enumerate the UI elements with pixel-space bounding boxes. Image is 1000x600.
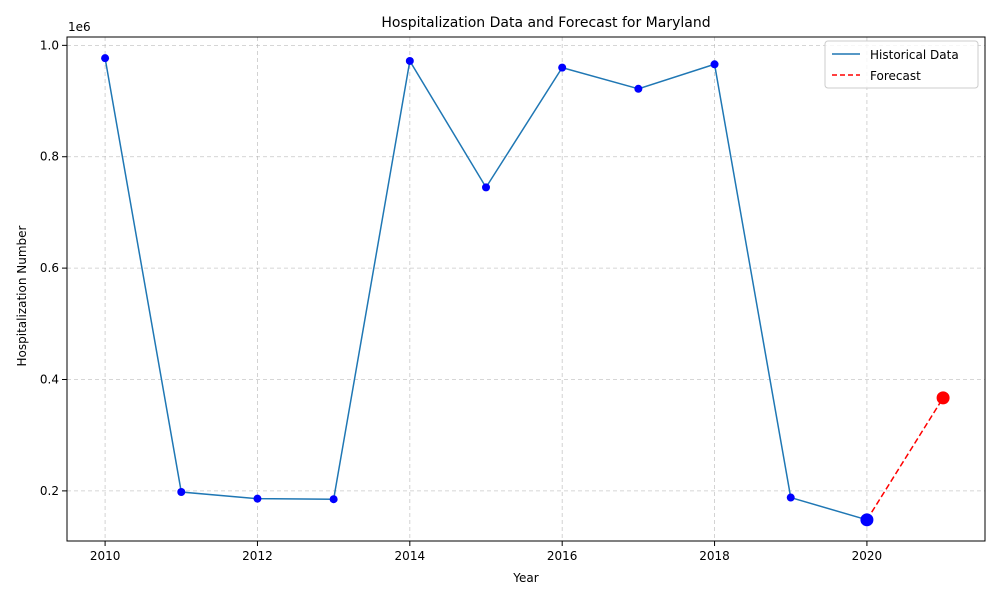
x-tick-label: 2014 (395, 549, 426, 563)
y-tick-label: 0.4 (40, 372, 59, 386)
legend: Historical Data Forecast (824, 40, 979, 89)
legend-box (824, 40, 979, 89)
chart-title: Hospitalization Data and Forecast for Ma… (381, 15, 710, 31)
y-tick-label: 1.0 (40, 38, 59, 52)
y-scale-label: 1e6 (68, 20, 91, 34)
highlight-point (860, 513, 874, 527)
y-tick-label: 0.6 (40, 261, 59, 275)
historical-point (710, 60, 719, 69)
y-axis-label: Hospitalization Number (15, 225, 29, 366)
x-tick-label: 2018 (699, 549, 730, 563)
historical-point (329, 495, 338, 504)
series-lines (104, 58, 944, 521)
data-points (101, 54, 950, 527)
x-axis-label: Year (512, 571, 538, 585)
highlight-point (936, 391, 950, 405)
historical-point (405, 56, 414, 65)
legend-label-historical: Historical Data (870, 48, 959, 62)
x-tick-label: 2016 (547, 549, 578, 563)
historical-point (786, 493, 795, 502)
y-tick-label: 0.8 (40, 150, 59, 164)
historical-line (104, 58, 868, 521)
x-tick-label: 2010 (90, 549, 121, 563)
legend-label-forecast: Forecast (870, 69, 921, 83)
plot-frame (66, 36, 986, 542)
historical-point (558, 63, 567, 72)
historical-point (101, 54, 110, 63)
historical-point (253, 494, 262, 503)
x-tick-label: 2012 (242, 549, 273, 563)
grid (67, 37, 985, 541)
historical-point (482, 183, 491, 192)
axis-ticks: 2010 2012 2014 2016 2018 2020 0.2 0.4 0.6 0.8 1.0 (40, 38, 882, 563)
historical-point (177, 487, 186, 496)
forecast-line (866, 397, 944, 521)
x-tick-label: 2020 (852, 549, 883, 563)
historical-point (634, 84, 643, 93)
y-tick-label: 0.2 (40, 484, 59, 498)
